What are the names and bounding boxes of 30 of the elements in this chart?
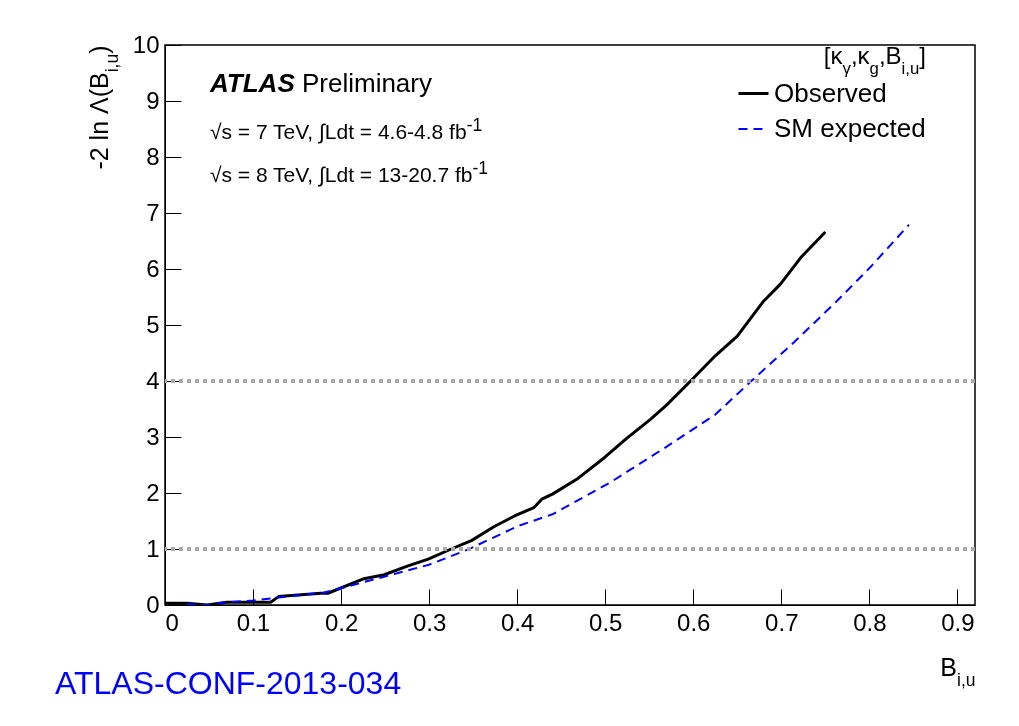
legend-label: Observed: [774, 77, 887, 108]
y-tick-label: 8: [146, 142, 160, 170]
legend-label: SM expected: [774, 113, 926, 143]
x-axis-title: B$_{i,u}$: [940, 652, 976, 690]
y-tick-label: 10: [132, 30, 160, 58]
text: ATLAS-CONF-2013-034: [55, 665, 402, 702]
y-tick-label: 9: [146, 86, 160, 114]
x-tick-label: 0.5: [589, 608, 623, 636]
x-tick-label: 0.7: [765, 608, 799, 636]
y-tick-label: 6: [146, 254, 160, 282]
line-series: [186, 223, 910, 605]
y-tick-label: 0: [146, 590, 160, 618]
x-tick-label: 0.6: [677, 608, 711, 636]
y-tick-label: 4: [146, 366, 160, 394]
y-tick-label: 2: [146, 478, 160, 506]
annotation: √s = 8 TeV, ∫Ldt = 13-20.7 fb$^{-1}$: [210, 158, 489, 187]
x-tick-label: 0.3: [412, 608, 447, 636]
x-tick-label: 0.8: [853, 608, 887, 636]
legend-title: [κ$_{γ}$,κ$_{g}$,B$_{i,u}$]: [823, 42, 926, 78]
x-tick-label: 0.4: [500, 608, 535, 636]
y-tick-label: 1: [146, 534, 160, 562]
x-tick-label: 0.1: [236, 608, 271, 636]
y-tick-label: 5: [146, 310, 160, 338]
x-tick-label: 0.9: [941, 608, 975, 636]
annotation: ATLAS Preliminary: [210, 68, 432, 98]
y-tick-label: 7: [146, 198, 160, 226]
x-tick-label: 0.2: [324, 608, 359, 636]
x-tick-label: 0: [165, 608, 179, 636]
annotation: √s = 7 TeV, ∫Ldt = 4.6-4.8 fb$^{-1}$: [210, 115, 483, 144]
y-tick-label: 3: [146, 422, 160, 450]
